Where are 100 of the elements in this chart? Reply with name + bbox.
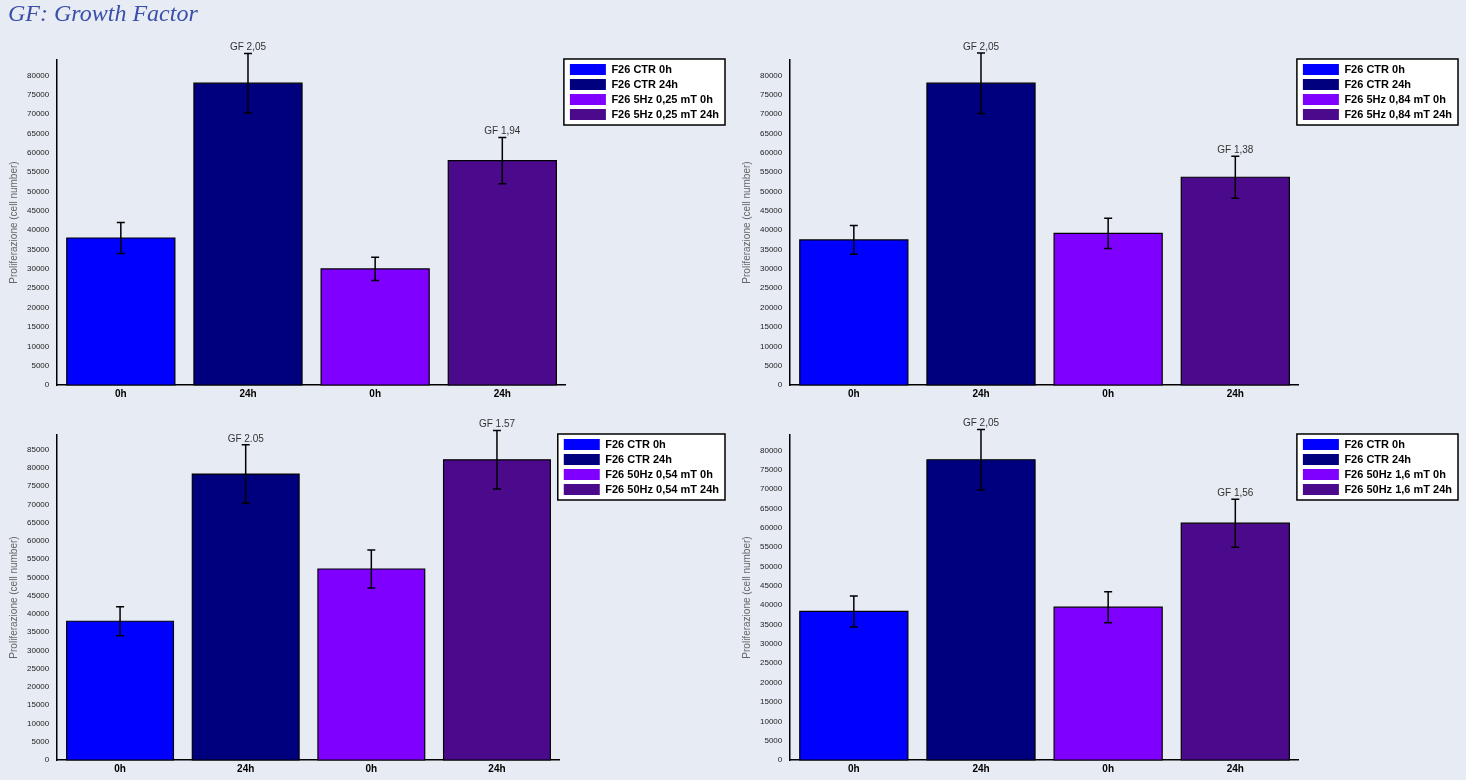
x-tick-label: 0h — [365, 762, 378, 774]
y-tick-label: 10000 — [27, 341, 50, 351]
y-tick-label: 15000 — [760, 322, 783, 332]
x-tick-label: 24h — [239, 387, 257, 399]
y-tick-label: 0 — [44, 380, 50, 390]
y-axis-title: Proliferazione (cell number) — [7, 536, 19, 659]
legend-label: F26 5Hz 0,84 mT 0h — [1344, 92, 1447, 105]
legend-label: F26 5Hz 0,25 mT 0h — [611, 92, 714, 105]
y-tick-label: 40000 — [760, 600, 783, 610]
chart-title: GF: Growth Factor — [8, 0, 198, 27]
x-tick-label: 24h — [488, 762, 506, 774]
y-tick-label: 50000 — [27, 186, 50, 196]
legend-label: F26 CTR 0h — [605, 437, 667, 450]
y-tick-label: 75000 — [760, 90, 783, 100]
legend-label: F26 CTR 0h — [1344, 62, 1406, 75]
y-tick-label: 75000 — [27, 481, 50, 491]
y-tick-label: 15000 — [760, 697, 783, 707]
legend-label: F26 50Hz 1,6 mT 24h — [1344, 482, 1453, 495]
legend-label: F26 5Hz 0,84 mT 24h — [1344, 107, 1453, 120]
data-label: GF 1.57 — [478, 418, 516, 430]
y-tick-label: 5000 — [764, 735, 783, 745]
x-tick-label: 24h — [972, 387, 990, 399]
y-tick-label: 55000 — [760, 542, 783, 552]
y-tick-label: 65000 — [760, 503, 783, 513]
legend-label: F26 CTR 24h — [1344, 77, 1412, 90]
y-tick-label: 50000 — [27, 572, 50, 582]
y-tick-label: 5000 — [31, 360, 50, 370]
y-tick-label: 70000 — [27, 499, 50, 509]
y-tick-label: 60000 — [27, 148, 50, 158]
y-tick-label: 50000 — [760, 561, 783, 571]
x-tick-label: 0h — [847, 762, 860, 774]
y-tick-label: 20000 — [27, 302, 50, 312]
y-tick-label: 10000 — [760, 716, 783, 726]
y-tick-label: 55000 — [760, 167, 783, 177]
data-label: GF 2,05 — [962, 417, 1000, 429]
legend-label: F26 CTR 24h — [611, 77, 679, 90]
y-tick-label: 35000 — [27, 627, 50, 637]
x-tick-label: 0h — [114, 387, 127, 399]
x-tick-label: 0h — [1102, 762, 1114, 774]
data-label: GF 1,94 — [484, 125, 521, 137]
y-tick-label: 40000 — [760, 225, 783, 235]
data-label: GF 2,05 — [229, 41, 267, 53]
legend-label: F26 50Hz 1,6 mT 0h — [1344, 467, 1447, 480]
x-tick-label: 0h — [369, 387, 381, 399]
y-tick-label: 0 — [777, 755, 783, 765]
data-label: GF 2,05 — [962, 40, 1000, 52]
y-tick-label: 20000 — [760, 302, 783, 312]
y-tick-label: 25000 — [27, 663, 50, 673]
y-tick-label: 65000 — [760, 128, 783, 138]
y-tick-label: 45000 — [27, 590, 50, 600]
y-axis-title: Proliferazione (cell number) — [740, 536, 752, 659]
y-tick-label: 30000 — [27, 264, 50, 274]
y-tick-label: 55000 — [27, 167, 50, 177]
y-tick-label: 80000 — [27, 70, 50, 80]
y-tick-label: 40000 — [27, 609, 50, 619]
legend-label: F26 CTR 0h — [611, 62, 673, 75]
y-tick-label: 80000 — [760, 445, 783, 455]
y-tick-label: 60000 — [760, 148, 783, 158]
y-tick-label: 40000 — [27, 225, 50, 235]
y-tick-label: 30000 — [760, 639, 783, 649]
x-tick-label: 24h — [493, 387, 511, 399]
y-tick-label: 35000 — [760, 619, 783, 629]
y-tick-label: 65000 — [27, 128, 50, 138]
y-tick-label: 60000 — [27, 536, 50, 546]
y-tick-label: 45000 — [760, 581, 783, 591]
y-tick-label: 75000 — [27, 90, 50, 100]
y-tick-label: 35000 — [760, 244, 783, 254]
x-tick-label: 0h — [1102, 387, 1114, 399]
y-tick-label: 45000 — [760, 206, 783, 216]
data-label: GF 1,38 — [1217, 144, 1254, 156]
y-tick-label: 10000 — [27, 718, 50, 728]
y-tick-label: 70000 — [760, 484, 783, 494]
data-label: GF 1,56 — [1217, 486, 1254, 498]
x-tick-label: 0h — [847, 387, 860, 399]
y-tick-label: 5000 — [31, 736, 50, 746]
x-tick-label: 24h — [972, 762, 990, 774]
y-tick-label: 30000 — [760, 264, 783, 274]
data-label: GF 2.05 — [227, 432, 265, 444]
y-tick-label: 0 — [777, 380, 783, 390]
legend-label: F26 5Hz 0,25 mT 24h — [611, 107, 720, 120]
y-tick-label: 60000 — [760, 523, 783, 533]
legend-label: F26 CTR 24h — [1344, 452, 1412, 465]
x-tick-label: 0h — [114, 762, 126, 774]
y-tick-label: 0 — [44, 755, 50, 765]
legend-label: F26 CTR 24h — [605, 452, 673, 465]
y-tick-label: 20000 — [27, 682, 50, 692]
y-axis-title: Proliferazione (cell number) — [740, 161, 752, 284]
y-tick-label: 80000 — [27, 463, 50, 473]
y-tick-label: 70000 — [760, 109, 783, 119]
y-tick-label: 15000 — [27, 700, 50, 710]
legend-label: F26 CTR 0h — [1344, 437, 1406, 450]
y-tick-label: 25000 — [760, 658, 783, 668]
x-tick-label: 24h — [1226, 387, 1244, 399]
legend-label: F26 50Hz 0,54 mT 24h — [605, 482, 720, 495]
legend-label: F26 50Hz 0,54 mT 0h — [605, 467, 714, 480]
y-tick-label: 25000 — [760, 283, 783, 293]
y-tick-label: 85000 — [27, 444, 50, 454]
y-tick-label: 5000 — [764, 360, 783, 370]
y-tick-label: 65000 — [27, 517, 50, 527]
y-tick-label: 25000 — [27, 283, 50, 293]
